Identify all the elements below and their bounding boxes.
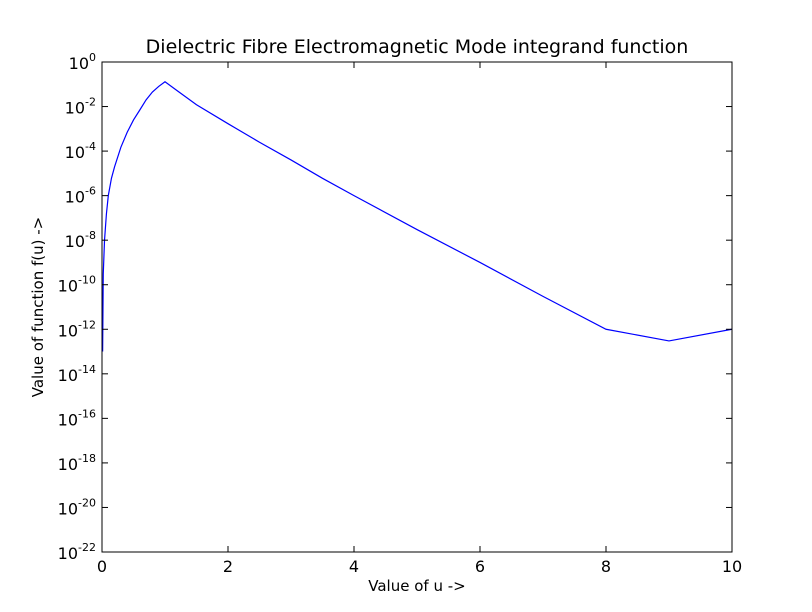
y-tick-label: 10-10 bbox=[58, 274, 96, 296]
x-axis-title: Value of u -> bbox=[368, 577, 465, 595]
x-tick-label: 6 bbox=[475, 557, 485, 576]
x-tick-labels: 0 2 4 6 8 10 bbox=[97, 557, 742, 576]
y-tick-label: 10-2 bbox=[65, 96, 96, 118]
chart-title: Dielectric Fibre Electromagnetic Mode in… bbox=[146, 36, 689, 58]
y-tick-label: 10-16 bbox=[58, 407, 96, 429]
y-tick-labels: 100 10-2 10-4 10-6 10-8 10-10 10-12 10-14 10-16 1… bbox=[58, 51, 96, 563]
y-tick-label: 10-14 bbox=[58, 363, 96, 385]
series-line-0 bbox=[102, 80, 733, 352]
y-tick-label: 10-20 bbox=[58, 496, 96, 518]
x-tick-label: 2 bbox=[223, 557, 233, 576]
y-tick-label: 10-6 bbox=[65, 185, 96, 207]
y-tick-label: 100 bbox=[69, 51, 96, 73]
y-tick-label: 10-12 bbox=[58, 318, 96, 340]
y-tick-label: 10-22 bbox=[58, 541, 96, 563]
plot-frame bbox=[101, 61, 733, 553]
x-tick-label: 0 bbox=[97, 557, 107, 576]
x-tick-label: 10 bbox=[722, 557, 742, 576]
y-axis-title: Value of function f(u) -> bbox=[29, 217, 47, 397]
x-tick-label: 4 bbox=[349, 557, 359, 576]
y-tick-label: 10-4 bbox=[65, 140, 96, 162]
y-tick-label: 10-18 bbox=[58, 452, 96, 474]
series-layer bbox=[102, 80, 733, 352]
y-tick-label: 10-8 bbox=[65, 229, 96, 251]
x-tick-label: 8 bbox=[601, 557, 611, 576]
plot-area bbox=[102, 62, 732, 552]
